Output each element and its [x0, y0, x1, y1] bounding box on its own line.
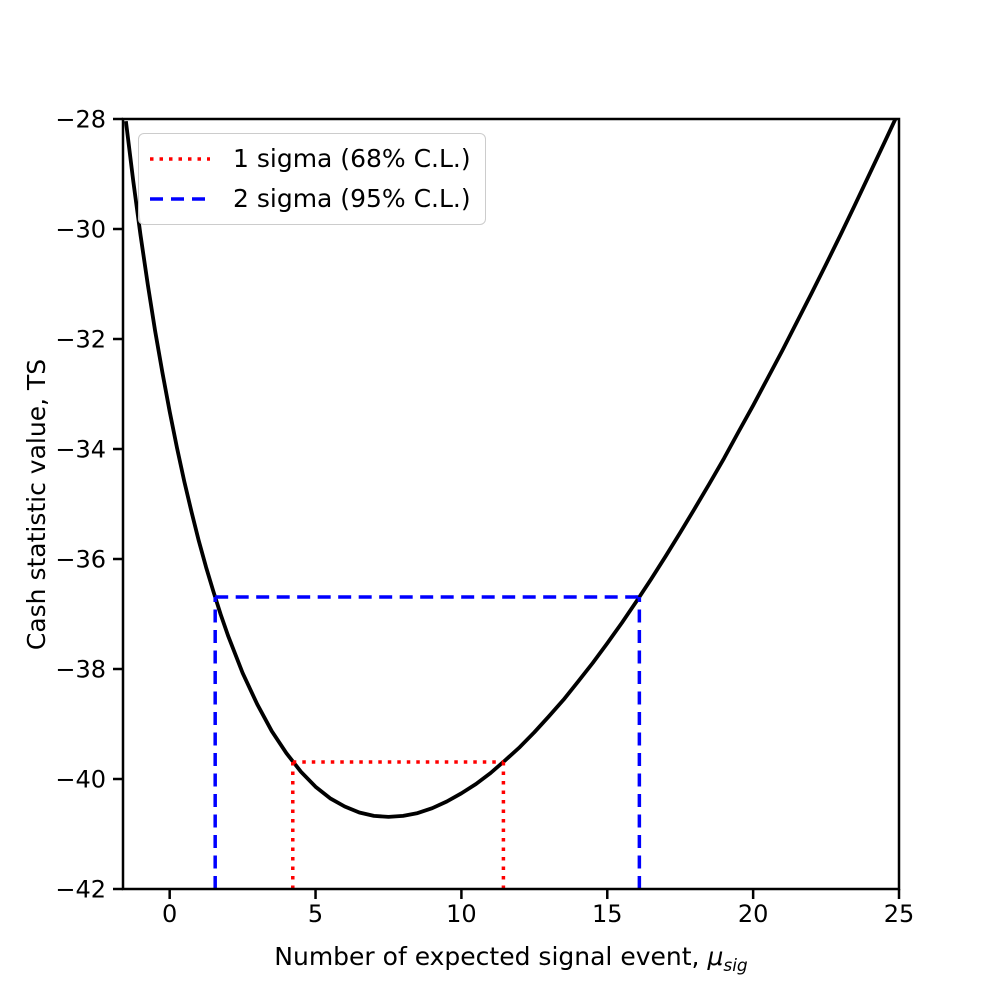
y-tick-label: −38: [55, 656, 106, 684]
y-tick-label: −40: [55, 766, 106, 794]
x-tick-label: 5: [308, 900, 323, 928]
x-tick-label: 0: [162, 900, 177, 928]
2sigma-dashed-line-sample: [150, 197, 210, 201]
x-tick-label: 20: [738, 900, 769, 928]
x-axis-label-text: Number of expected signal event,: [274, 942, 708, 971]
y-tick-label: −36: [55, 546, 106, 574]
legend-item-2sigma: 2 sigma (95% C.L.): [149, 182, 471, 216]
y-tick-label: −32: [55, 326, 106, 354]
mu-subscript: sig: [723, 956, 748, 976]
y-tick-label: −30: [55, 216, 106, 244]
one-sigma-lines: [291, 760, 506, 889]
x-tick-label: 25: [884, 900, 915, 928]
legend-label-1sigma: 1 sigma (68% C.L.): [233, 144, 471, 173]
ts-curve: [124, 119, 898, 819]
mu-symbol: μ: [707, 942, 724, 971]
x-axis-label: Number of expected signal event, μsig: [123, 942, 899, 976]
y-tick-label: −34: [55, 436, 106, 464]
y-axis-label: Cash statistic value, TS: [22, 358, 52, 650]
legend-item-1sigma: 1 sigma (68% C.L.): [149, 142, 471, 176]
x-tick-label: 15: [592, 900, 623, 928]
y-axis-label-box: Cash statistic value, TS: [12, 119, 62, 889]
two-sigma-lines: [213, 595, 642, 889]
axes-frame: [121, 117, 901, 891]
legend: 1 sigma (68% C.L.) 2 sigma (95% C.L.): [138, 133, 486, 225]
x-tick-label: 10: [446, 900, 477, 928]
1sigma-dotted-line-sample: [150, 157, 210, 161]
y-tick-label: −42: [55, 876, 106, 904]
legend-label-2sigma: 2 sigma (95% C.L.): [233, 184, 471, 213]
y-tick-label: −28: [55, 106, 106, 134]
